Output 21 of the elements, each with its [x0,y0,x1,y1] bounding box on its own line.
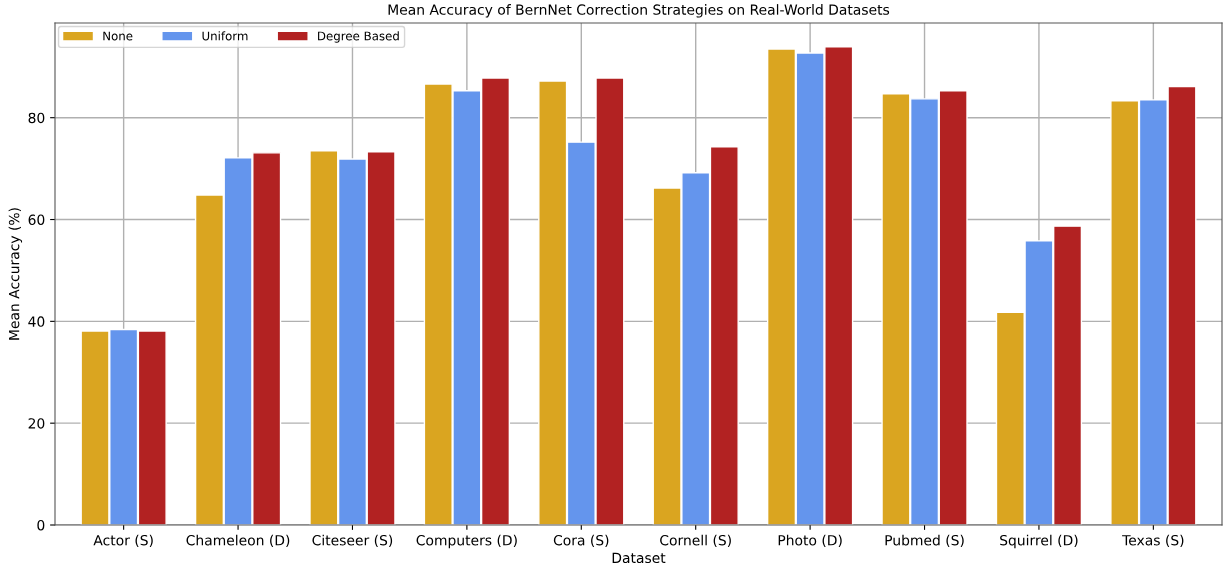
x-tick-label: Cora (S) [553,534,609,548]
y-tick-label: 0 [37,519,45,531]
legend-label: Uniform [202,31,248,41]
x-tick-label: Texas (S) [1122,534,1184,548]
y-axis-title: Mean Accuracy (%) [8,208,23,340]
x-tick-label: Pubmed (S) [885,534,964,548]
x-tick-label: Actor (S) [93,534,153,548]
y-tick-label: 20 [28,418,45,429]
chart-title: Mean Accuracy of BernNet Correction Strategies on Real-World Datasets [388,4,890,18]
x-tick-label: Cornell (S) [660,534,731,548]
x-tick-label: Chameleon (D) [186,534,290,548]
legend-label: None [103,31,133,41]
y-tick-label: 80 [28,112,45,124]
x-tick-label: Citeseer (S) [312,534,393,548]
y-tick-label: 40 [28,316,45,327]
y-tick-label: 60 [28,214,45,225]
x-tick-label: Computers (D) [416,534,517,549]
x-axis-title: Dataset [612,552,666,564]
x-tick-label: Photo (D) [778,534,842,548]
legend-label: Degree Based [318,31,399,43]
x-tick-label: Squirrel (D) [1000,534,1078,549]
